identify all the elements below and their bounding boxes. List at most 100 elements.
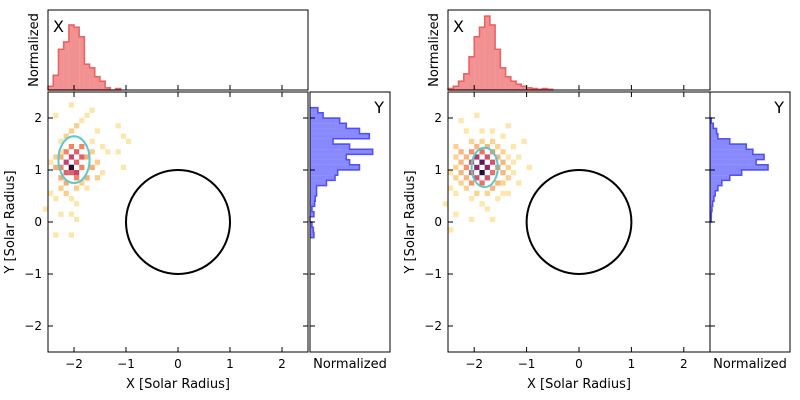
left-heatmap-cell [84,175,90,181]
left-heatmap-cell [68,144,74,150]
left-heatmap-cell [74,201,80,207]
right-heatmap-cell [474,154,480,160]
left-heatmap-cell [74,149,80,155]
right-y-hist-bar [710,175,730,181]
left-y-hist-bar [310,222,312,228]
left-x-hist-label: X [53,17,64,36]
right-heatmap-cell [484,206,490,212]
left-heatmap-cell [58,149,64,155]
left-x-hist-bar [105,87,111,90]
right-heatmap-cell [468,196,475,202]
left-y-hist-bar [310,107,318,113]
left-x-hist-bar [94,76,100,90]
left-heatmap-cell [68,128,74,134]
left-heatmap-cell [126,138,132,144]
right-heatmap-cell [479,159,485,165]
right-heatmap-cell [489,128,496,134]
left-heatmap-cell [74,170,80,176]
left-x-hist-bar [53,75,59,90]
left-y-axis-label: Y [Solar Radius] [3,170,18,274]
right-heatmap-cell [516,154,522,160]
right-heatmap-cell [474,112,480,118]
right-heatmap-cell [479,170,485,176]
left-heatmap-cell [79,164,85,170]
left-heatmap-cell [94,128,100,134]
right-heatmap-cell [468,149,475,155]
right-y-hist-bar [710,123,714,129]
right-heatmap-cell [510,159,517,165]
right-xtick-label: 1 [628,357,636,371]
left-y-hist-bar [310,149,373,155]
left-ytick-label: 2 [34,111,42,125]
right-y-hist-bar [710,170,742,176]
right-heatmap-cell [484,154,490,160]
right-heatmap-cell [453,211,459,217]
left-heatmap-cell [68,154,74,160]
right-xtick-label: 2 [680,357,688,371]
right-heatmap-cell [442,201,448,207]
left-y-hist-bar [310,112,324,118]
right-heatmap-cell [453,190,459,196]
left-y-hist-bar [310,164,360,170]
right-sun-circle [525,169,633,275]
left-heatmap-cell [68,232,74,238]
right-heatmap-cell [448,170,454,176]
left-heatmap-cell [48,190,54,196]
left-heatmap-cell [63,133,69,139]
right-heatmap-cell [489,138,496,144]
right-xtick-label: −1 [518,357,536,371]
right-heatmap-cell [463,175,469,181]
right-main-plot [442,112,633,275]
right-y-hist-bar [710,185,718,191]
right-heatmap-cell [479,180,485,186]
left-heatmap-cell [79,118,85,124]
right-heatmap-cell [484,190,490,196]
left-heatmap-cell [100,170,106,176]
left-heatmap-cell [94,175,100,181]
left-heatmap-cell [68,196,74,202]
left-x-hist-bar [89,67,95,90]
left-heatmap-cell [58,164,64,170]
left-xtick-label: 0 [174,357,182,371]
left-heatmap-cell [63,190,69,196]
left-x-hist-bar [84,64,90,90]
left-y-hist-bar [310,175,336,181]
right-y-hist-bar [710,180,722,186]
left-heatmap-cell [79,180,85,186]
right-heatmap-cell [458,159,464,165]
right-heatmap-cell [484,175,490,181]
left-y-hist-bar [310,201,315,207]
left-sun-circle [125,169,231,275]
left-heatmap-cell [89,107,95,113]
right-heatmap-cell [495,196,501,202]
right-heatmap-cell [500,190,506,196]
left-heatmap-cell [79,154,85,160]
left-main-plot [42,102,231,275]
left-y-hist-outline [309,106,374,239]
right-x-axis-label: X [Solar Radius] [527,377,631,392]
left-y-hist-bar [310,232,314,238]
left-heatmap-cell [74,175,80,181]
right-x-hist-bar [468,56,475,90]
right-heatmap-cell [521,138,527,144]
left-heatmap-cell [68,211,74,217]
left-y-hist-bar [310,154,347,160]
right-heatmap-cell [474,164,480,170]
left-xtick-label: −1 [117,357,135,371]
right-heatmap-cell [479,201,485,207]
left-heatmap-cell [68,164,74,170]
right-x-hist-bar [463,73,469,90]
right-heatmap-cell [500,149,506,155]
left-x-hist-bar [68,24,74,91]
left-heatmap-cell [53,196,59,202]
left-main-frame [47,91,309,353]
left-heatmap-cell [89,149,95,155]
right-heatmap-cell [510,144,517,150]
left-heatmap-cell [53,112,59,118]
left-ytick-label: 1 [34,163,42,177]
right-x-hist-bar [521,86,527,90]
right-y-hist-bar [710,164,769,170]
right-x-hist-bar [510,81,517,90]
right-y-hist-frame [709,91,791,353]
left-x-hist-bar [63,41,69,90]
